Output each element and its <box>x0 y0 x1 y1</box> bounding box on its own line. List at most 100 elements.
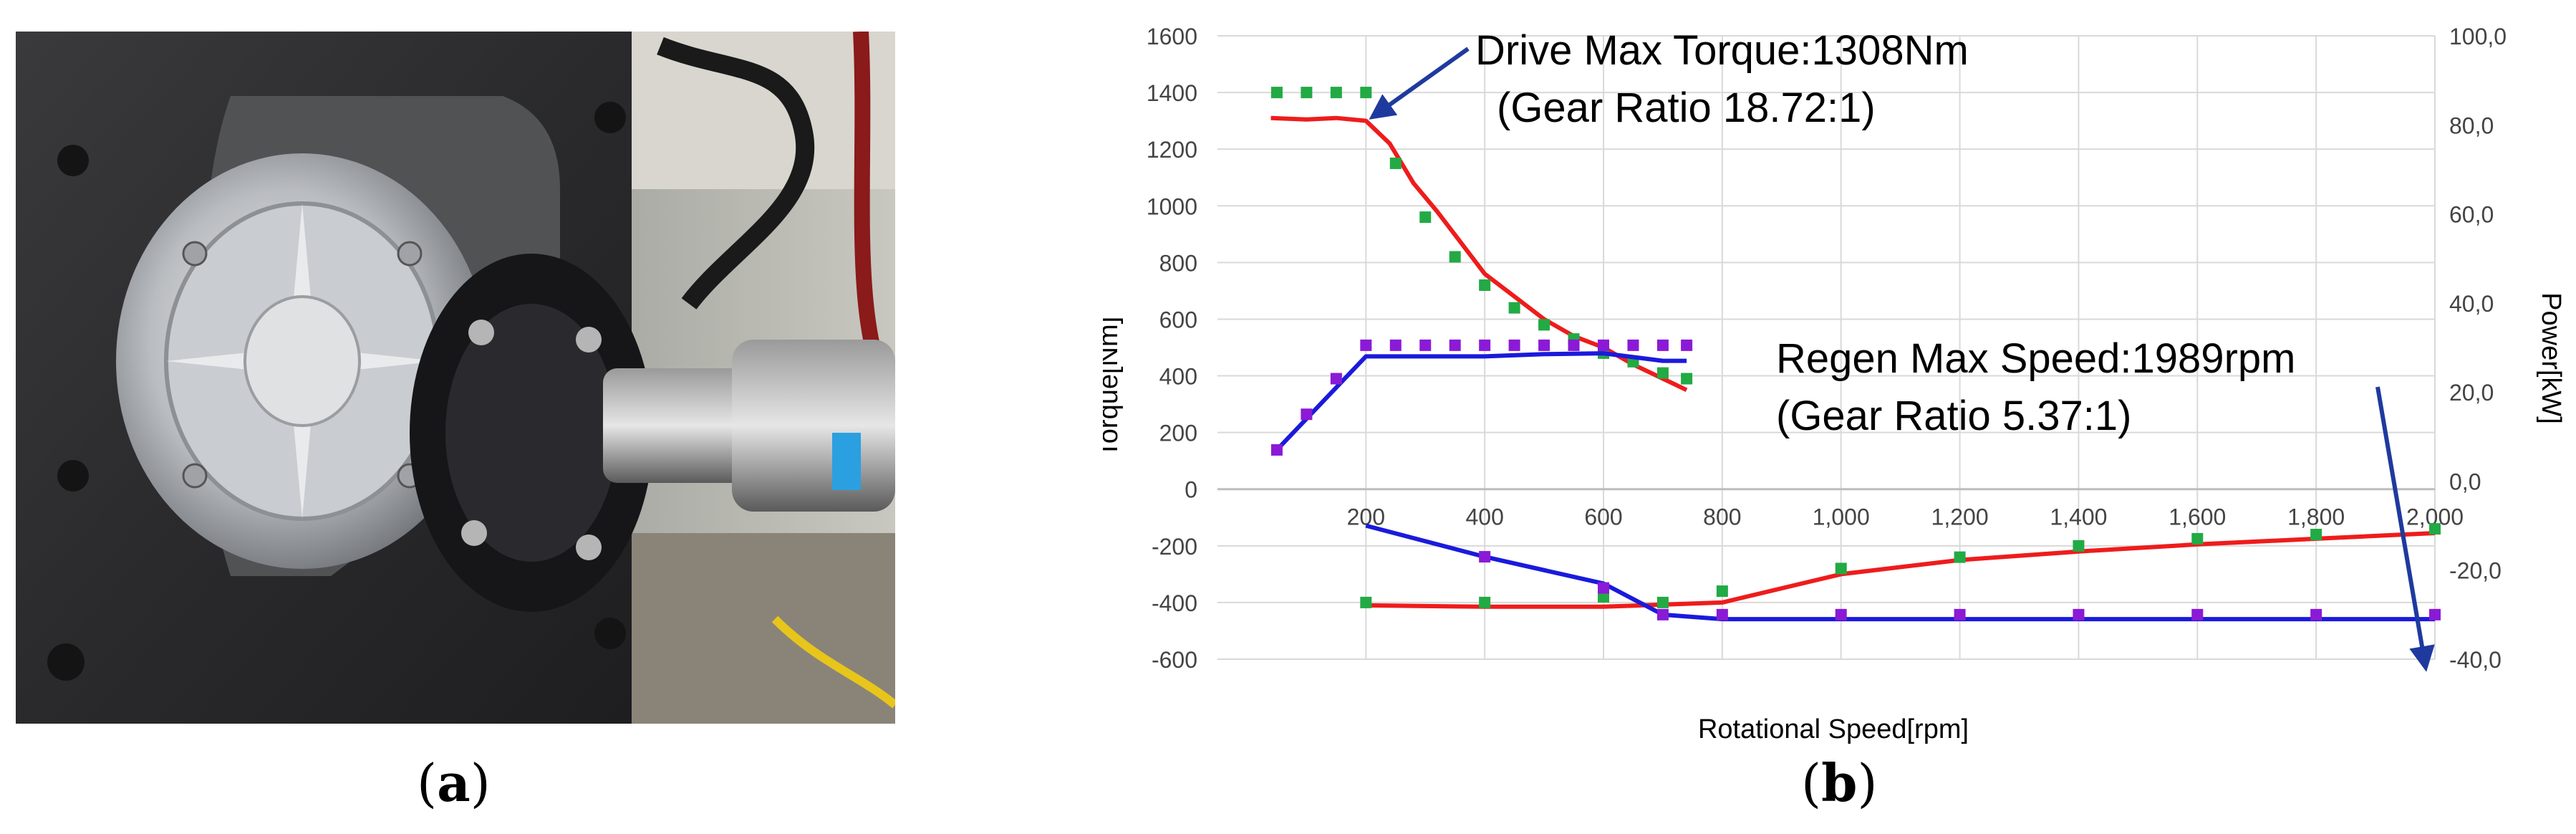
data-point-drive-torque-measured- <box>1270 87 1283 99</box>
caption-b-open: ( <box>1801 753 1822 813</box>
data-point-regen-power-measured- <box>1954 608 1966 620</box>
x-tick-label: 1,000 <box>1813 504 1870 530</box>
drive-shaft <box>603 340 895 512</box>
bolt-hole <box>57 460 89 492</box>
caption-b: (b) <box>1801 752 1878 813</box>
data-point-regen-torque-measured- <box>1954 551 1966 563</box>
y-tick-label: -200 <box>1152 534 1197 560</box>
data-point-drive-power-measured- <box>1681 339 1693 351</box>
data-point-drive-power-measured- <box>1508 339 1520 351</box>
data-point-regen-torque-measured- <box>1360 596 1372 608</box>
axes: 1600 1400 1200 1000 800 600 400 200 0 -200 -400 -60… <box>1147 24 2507 673</box>
data-point-drive-power-measured- <box>1360 339 1372 351</box>
data-point-drive-torque-measured- <box>1360 87 1372 99</box>
data-point-drive-torque-measured- <box>1330 87 1342 99</box>
series-line-drive-power <box>1275 351 1687 451</box>
data-point-regen-torque-measured- <box>2073 540 2085 552</box>
y2-tick-label: -40,0 <box>2449 647 2502 673</box>
data-point-regen-torque-measured- <box>1716 585 1728 598</box>
caption-b-letter: b <box>1821 752 1858 813</box>
caption-a-close: ) <box>470 753 491 813</box>
annotation-regen-arrow <box>2375 386 2435 672</box>
caption-a-open: ( <box>417 753 438 813</box>
data-point-drive-power-measured- <box>1598 339 1610 351</box>
y-tick-label: -400 <box>1152 590 1197 616</box>
y-tick-label: -600 <box>1152 647 1197 673</box>
data-point-regen-power-measured- <box>1598 582 1610 594</box>
data-point-drive-torque-measured- <box>1681 373 1693 385</box>
hose-black <box>657 37 815 310</box>
data-point-drive-torque-measured- <box>1538 319 1550 331</box>
data-point-regen-torque-measured- <box>1835 562 1847 575</box>
data-point-regen-power-measured- <box>2310 608 2322 620</box>
data-point-regen-power-measured- <box>2191 608 2204 620</box>
photo-panel <box>16 32 895 724</box>
data-point-regen-torque-measured- <box>2429 523 2441 535</box>
data-point-regen-torque-measured- <box>2191 532 2204 545</box>
annotation-drive-line1: Drive Max Torque:1308Nm <box>1475 27 1969 74</box>
y2-tick-label: -20,0 <box>2449 558 2502 584</box>
data-point-drive-power-measured- <box>1449 339 1461 351</box>
y-tick-label: 200 <box>1159 421 1197 446</box>
torque-power-chart: 1600 1400 1200 1000 800 600 400 200 0 -200 -400 -60… <box>1094 24 2566 744</box>
data-point-drive-torque-measured- <box>1419 211 1432 224</box>
x-axis-label: Rotational Speed[rpm] <box>1698 714 1969 744</box>
x-tick-label: 1,800 <box>2287 504 2345 530</box>
y-tick-label: 1200 <box>1147 137 1197 163</box>
bolt-hole <box>594 102 626 133</box>
annotation-drive-arrow <box>1369 47 1470 120</box>
data-point-drive-torque-measured- <box>1301 87 1313 99</box>
y-axis-label: Torque[Nm] <box>1103 317 1124 457</box>
x-tick-label: 1,400 <box>2050 504 2107 530</box>
data-point-drive-power-measured- <box>1301 408 1313 421</box>
floor <box>632 533 895 724</box>
y2-tick-label: 20,0 <box>2449 380 2494 406</box>
coupling-flange <box>410 254 653 612</box>
annotation-regen-line2: (Gear Ratio 5.37:1) <box>1776 393 2131 439</box>
caption-a-letter: a <box>437 752 471 813</box>
data-point-drive-torque-measured- <box>1508 302 1520 314</box>
y-tick-label: 800 <box>1159 250 1197 276</box>
data-point-drive-torque-measured- <box>1449 251 1461 263</box>
y-tick-label: 600 <box>1159 307 1197 332</box>
data-point-drive-power-measured- <box>1270 444 1283 456</box>
data-point-regen-power-measured- <box>1656 608 1669 620</box>
data-point-regen-torque-measured- <box>2310 529 2322 540</box>
bolt-hole <box>47 643 85 681</box>
y-tick-label: 1000 <box>1147 193 1197 219</box>
motor-housing <box>116 153 488 569</box>
x-tick-label: 400 <box>1465 504 1503 530</box>
y2-tick-label: 80,0 <box>2449 112 2494 138</box>
annotation-regen-line1: Regen Max Speed:1989rpm <box>1776 335 2295 382</box>
data-point-regen-power-measured- <box>1835 608 1847 620</box>
data-point-drive-torque-measured- <box>1656 367 1669 379</box>
x-tick-label: 800 <box>1703 504 1741 530</box>
x-tick-label: 1,200 <box>1931 504 1989 530</box>
data-point-regen-torque-measured- <box>1479 596 1491 608</box>
series <box>1270 87 2441 622</box>
data-point-drive-torque-measured- <box>1479 279 1491 291</box>
caption-a: (a) <box>417 752 491 813</box>
data-point-drive-power-measured- <box>1656 339 1669 351</box>
annotations <box>1369 47 2435 672</box>
data-point-drive-power-measured- <box>1627 339 1639 351</box>
y-tick-label: 1400 <box>1147 80 1197 106</box>
annotation-drive-line2: (Gear Ratio 18.72:1) <box>1497 85 1876 131</box>
data-point-drive-torque-measured- <box>1389 157 1402 169</box>
chart-panel: 1600 1400 1200 1000 800 600 400 200 0 -200 -400 -60… <box>1094 14 2566 759</box>
y-tick-label: 0 <box>1185 477 1197 503</box>
series-line-regen-torque <box>1366 531 2436 609</box>
y2-axis-label: Power[kW] <box>2536 292 2564 424</box>
y2-tick-label: 100,0 <box>2449 24 2507 49</box>
yellow-cable <box>771 615 895 709</box>
data-point-drive-power-measured- <box>1330 373 1342 385</box>
data-point-regen-power-measured- <box>2073 608 2085 620</box>
data-point-drive-power-measured- <box>1479 339 1491 351</box>
data-point-regen-torque-measured- <box>1598 591 1610 603</box>
x-tick-label: 600 <box>1584 504 1622 530</box>
series-line-drive-torque <box>1270 115 1688 393</box>
y2-tick-label: 40,0 <box>2449 291 2494 317</box>
bolt-hole <box>57 145 89 176</box>
data-point-regen-power-measured- <box>2429 608 2441 620</box>
y-tick-label: 400 <box>1159 364 1197 390</box>
